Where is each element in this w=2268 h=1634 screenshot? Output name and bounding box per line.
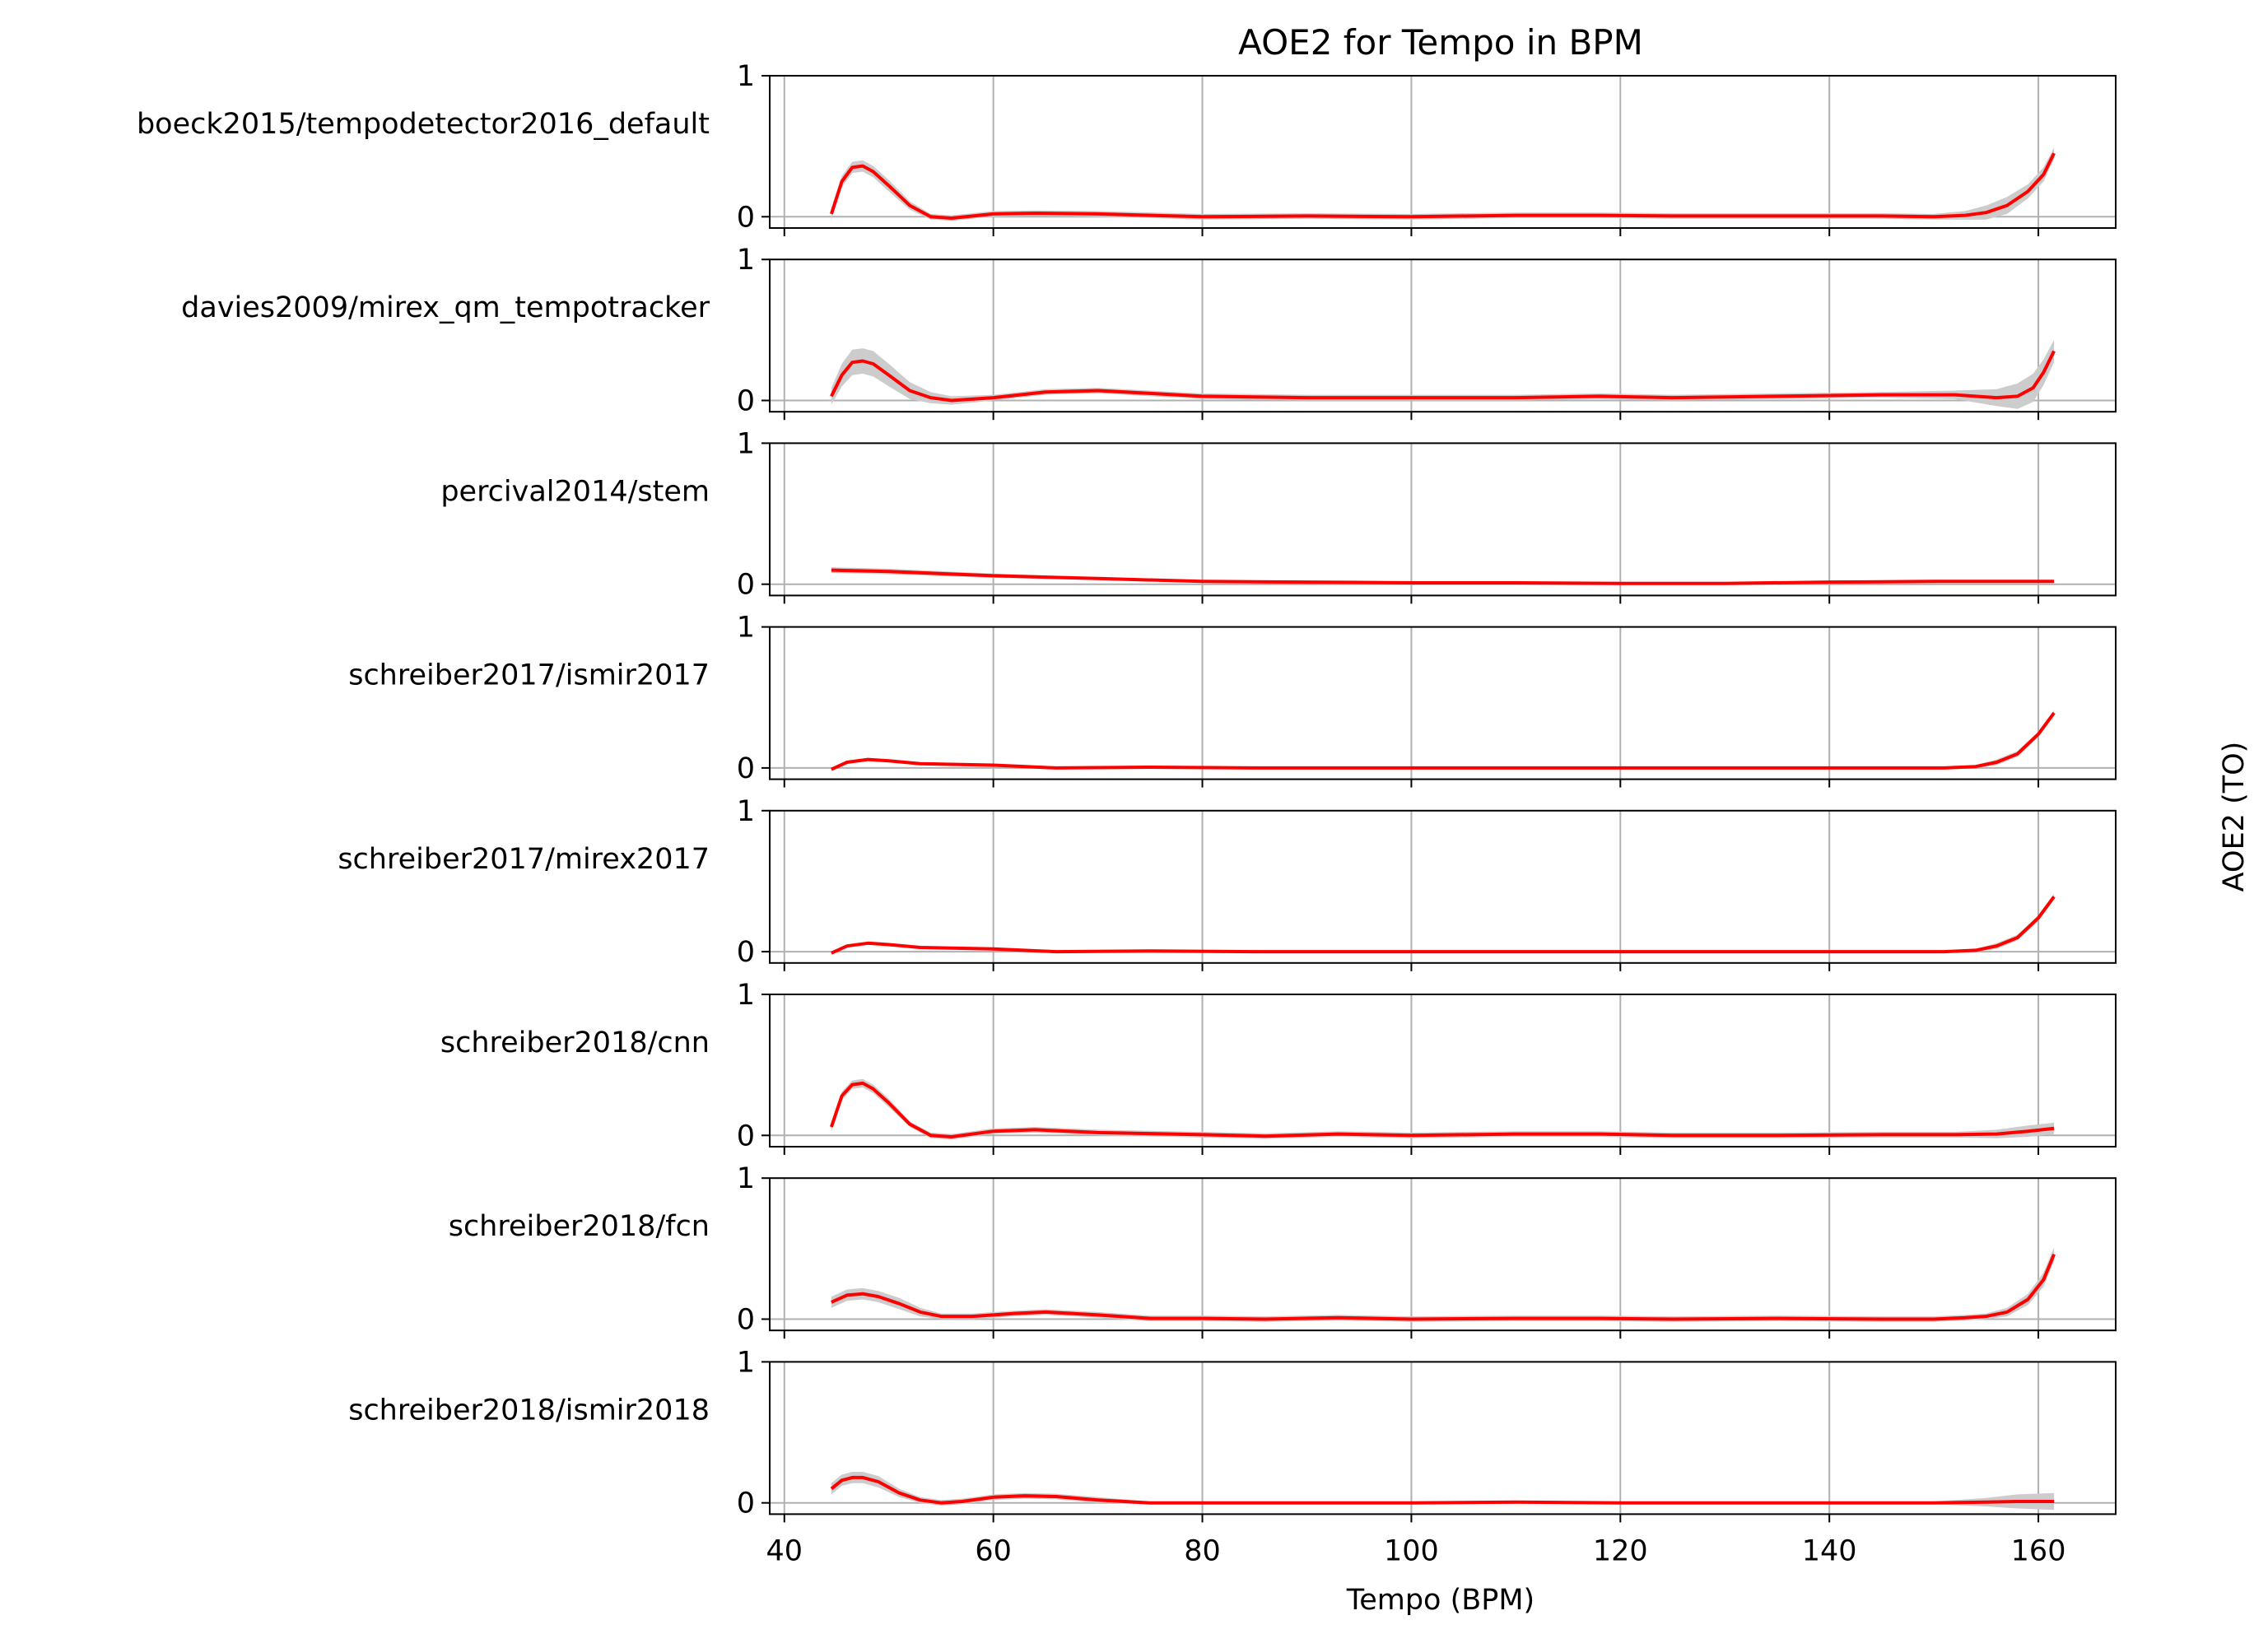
series-line [830, 350, 2056, 403]
panel-frame [769, 258, 2117, 413]
panel-label: schreiber2018/cnn [440, 1026, 710, 1059]
panel-3: 0 1 percival2014/stem [440, 427, 2117, 604]
panel-5: 0 1 schreiber2017/mirex2017 [338, 795, 2117, 971]
series-line [830, 1475, 2055, 1505]
panel-label: percival2014/stem [440, 475, 710, 508]
y-tick-label: 1 [737, 1162, 755, 1195]
y-tick-label: 0 [737, 1120, 755, 1152]
uncertainty-band [831, 893, 2055, 955]
panel-frame [769, 1361, 2117, 1515]
panel-6: 0 1 schreiber2018/cnn [440, 979, 2117, 1155]
x-tick-label: 80 [1184, 1534, 1221, 1567]
x-tick-label: 120 [1593, 1534, 1648, 1567]
y-tick-label: 1 [737, 60, 755, 93]
uncertainty-band [831, 710, 2055, 771]
panel-label: schreiber2018/ismir2018 [348, 1394, 710, 1427]
panel-7: 0 1 schreiber2018/fcn [449, 1162, 2117, 1339]
panel-frame [769, 994, 2117, 1148]
y-tick-label: 0 [737, 1303, 755, 1336]
uncertainty-band [831, 147, 2055, 221]
panel-frame [769, 442, 2117, 597]
panel-8: 0 1 schreiber2018/ismir2018 [348, 1346, 2117, 1523]
panel-frame [769, 809, 2117, 964]
x-tick-label: 60 [975, 1534, 1012, 1567]
panels: 01boeck2015/tempodetector2016_default01d… [137, 60, 2117, 1523]
uncertainty-band [831, 1247, 2055, 1322]
y-tick-label: 0 [737, 569, 755, 602]
y-tick-label: 0 [737, 936, 755, 969]
series-line [830, 1081, 2055, 1138]
x-tick-label: 100 [1384, 1534, 1439, 1567]
x-tick-label: 160 [2011, 1534, 2066, 1567]
y-tick-label: 1 [737, 612, 755, 645]
panel-label: schreiber2018/fcn [449, 1210, 710, 1243]
panel-2: 0 1 davies2009/mirex_qm_tempotracker [181, 244, 2117, 421]
x-tick-label: 140 [1802, 1534, 1857, 1567]
x-tick-label: 40 [766, 1534, 803, 1567]
chart-title: AOE2 for Tempo in BPM [1238, 22, 1643, 63]
panel-frame [769, 1177, 2117, 1332]
y-tick-label: 1 [737, 795, 755, 828]
uncertainty-band [831, 1472, 2055, 1511]
panel-frame [769, 626, 2117, 780]
y-tick-label: 0 [737, 384, 755, 417]
x-axis-label: Tempo (BPM) [1346, 1584, 1535, 1617]
y-tick-label: 0 [737, 201, 755, 234]
series-line [829, 152, 2056, 220]
series-line [831, 1253, 2056, 1321]
y-tick-label: 1 [737, 979, 755, 1012]
panel-1: 0 1 boeck2015/tempodetector2016_default [137, 60, 2117, 236]
panel-label: boeck2015/tempodetector2016_default [137, 108, 710, 141]
y-tick-label: 1 [737, 427, 755, 460]
series-line [831, 711, 2056, 771]
series-line [831, 896, 2056, 955]
y-tick-label: 1 [737, 1346, 755, 1379]
y-axis-label: AOE2 (TO) [2218, 742, 2251, 892]
y-tick-label: 0 [737, 1487, 755, 1520]
panel-frame [769, 75, 2117, 229]
y-tick-label: 1 [737, 244, 755, 277]
panel-4: 0 1 schreiber2017/ismir2017 [348, 612, 2117, 788]
panel-label: schreiber2017/mirex2017 [338, 843, 710, 876]
x-axis: 40 60 80 100 120 140 160 [766, 1534, 2065, 1567]
series-line [831, 568, 2055, 585]
panel-label: schreiber2017/ismir2017 [348, 659, 710, 692]
y-tick-label: 0 [737, 752, 755, 785]
panel-label: davies2009/mirex_qm_tempotracker [181, 291, 710, 324]
